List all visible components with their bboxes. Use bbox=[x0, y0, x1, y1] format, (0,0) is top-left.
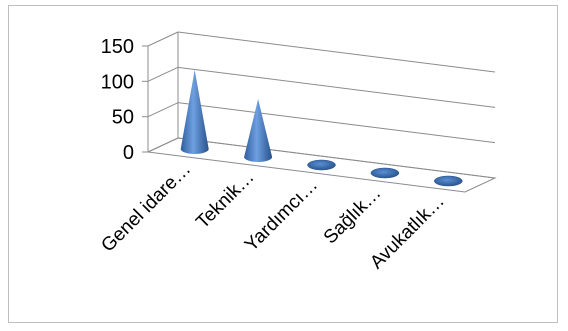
cone-bar bbox=[434, 175, 463, 187]
y-axis bbox=[142, 32, 179, 153]
y-tick-label: 50 bbox=[112, 107, 134, 129]
gridline-side bbox=[147, 66, 179, 82]
cone-bar bbox=[370, 167, 400, 179]
y-tick-label: 150 bbox=[101, 36, 134, 58]
category-label: Genel idare… bbox=[97, 159, 195, 257]
gridline-side bbox=[147, 102, 179, 118]
y-tick-label: 0 bbox=[123, 142, 134, 164]
gridline bbox=[177, 66, 496, 108]
category-label: Teknik… bbox=[192, 167, 258, 233]
cone-bar bbox=[244, 99, 273, 162]
cone-bar bbox=[180, 69, 209, 154]
gridline-side bbox=[147, 31, 179, 47]
y-tick-labels: 0 50 100 150 bbox=[101, 36, 134, 164]
cone-bar bbox=[307, 159, 336, 171]
y-tick-label: 100 bbox=[101, 71, 134, 93]
floor-outline bbox=[146, 137, 497, 193]
chart-floor bbox=[146, 137, 497, 193]
cones bbox=[180, 69, 463, 187]
chart-area bbox=[8, 5, 558, 323]
gridline bbox=[177, 31, 496, 73]
gridline bbox=[177, 102, 496, 144]
category-label: Sağlık… bbox=[320, 183, 386, 249]
